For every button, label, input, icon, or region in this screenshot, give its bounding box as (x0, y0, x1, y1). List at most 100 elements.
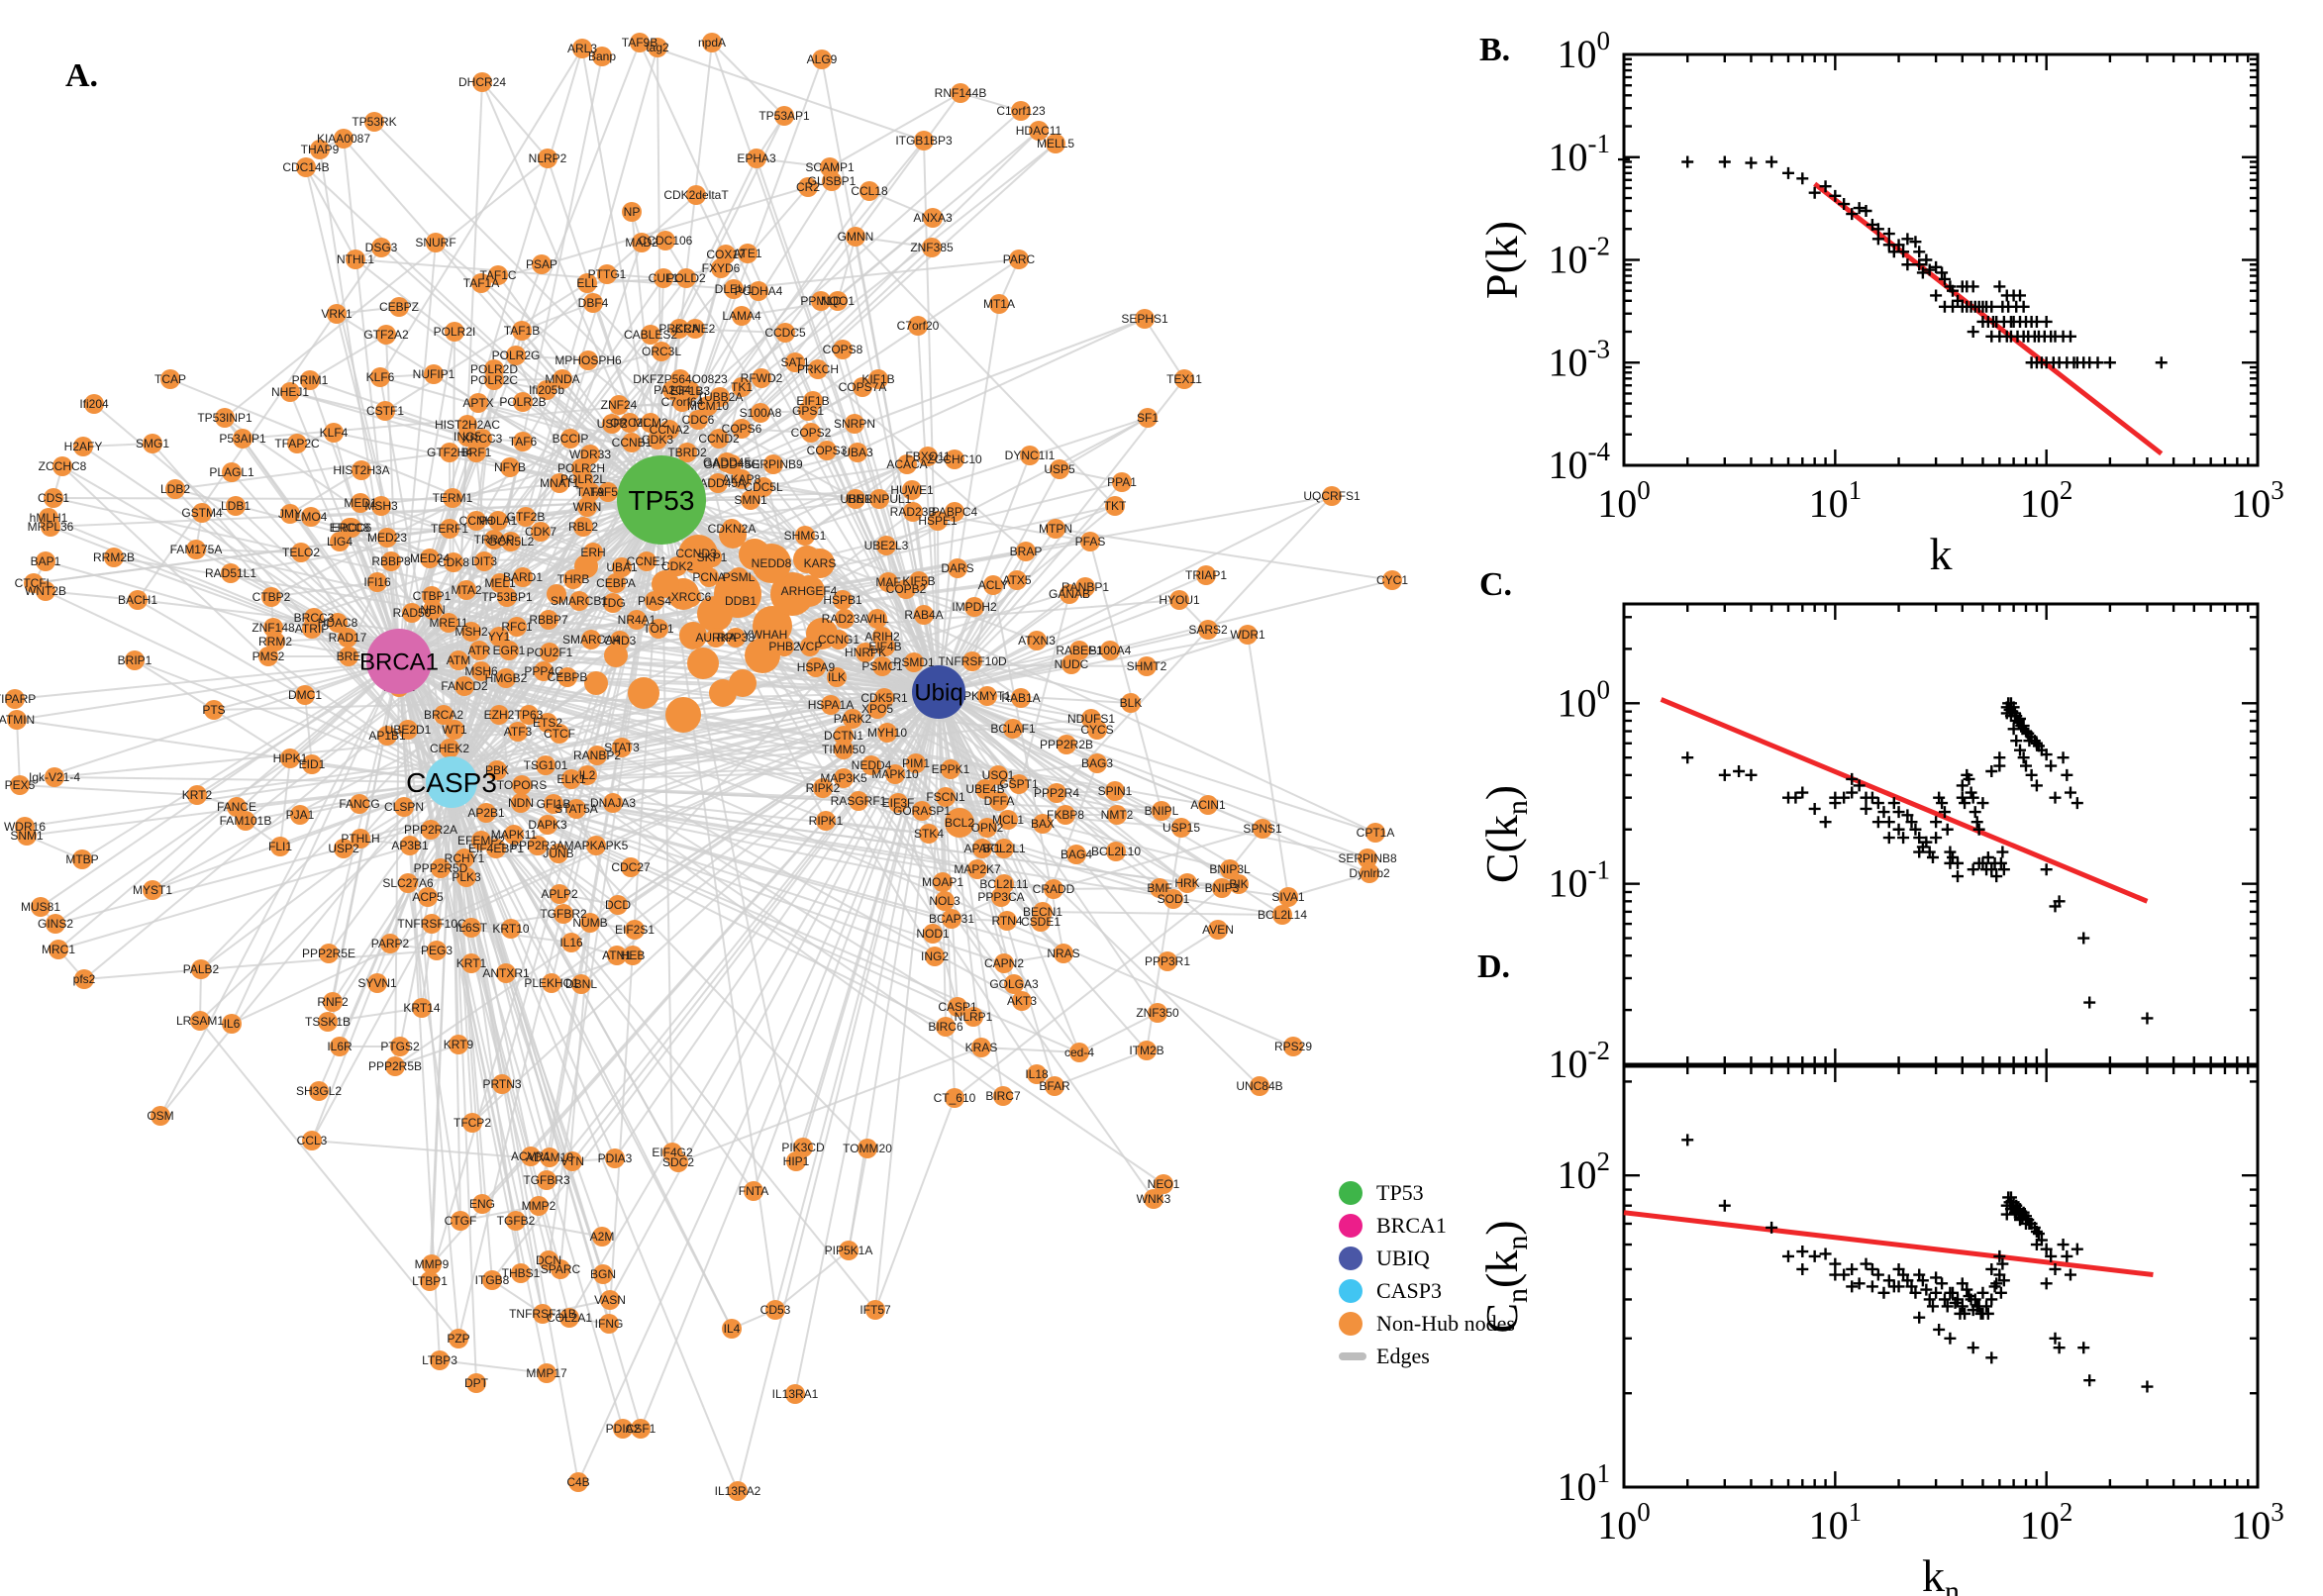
network-node-label: TP53INP1 (197, 411, 252, 425)
network-node-label: WRN (573, 500, 602, 514)
network-node (744, 1181, 763, 1201)
network-node (702, 33, 722, 52)
network-node-label: SPIN1 (1098, 784, 1133, 798)
network-node-label: ZCCHC8 (39, 459, 87, 473)
network-node-label: CUL1 (649, 271, 679, 285)
network-node (877, 723, 897, 743)
network-node (817, 441, 837, 460)
network-node (667, 556, 687, 576)
network-node (420, 549, 440, 568)
network-node-label: DCN (536, 1253, 561, 1267)
network-node (602, 414, 622, 434)
network-node-label: POLR2H (557, 461, 605, 475)
network-node (632, 233, 652, 252)
network-node-label: WNT2B (25, 584, 66, 598)
network-node-label: PLEKHO1 (524, 976, 579, 990)
network-node (641, 325, 660, 345)
network-node-label: RAB1A (1001, 691, 1040, 705)
network-node-label: LMO4 (295, 510, 328, 524)
network-node (672, 392, 692, 412)
edge-swatch-icon (1339, 1351, 1366, 1360)
network-node-label: PTS (202, 703, 225, 717)
network-node (265, 632, 285, 651)
network-node (846, 227, 865, 247)
network-node-label: CCNB1 (612, 436, 653, 449)
network-node-label: VRK1 (321, 307, 353, 321)
network-node-label: PDIA2 (606, 1422, 641, 1436)
network-node-label: PALB2 (183, 962, 220, 976)
network-node (560, 429, 580, 449)
network-node-label: CD53 (760, 1303, 791, 1317)
network-node (537, 1170, 556, 1190)
network-node (456, 580, 476, 600)
network-node (1075, 577, 1095, 597)
network-node (918, 447, 938, 466)
axis-ticks (1622, 52, 2260, 467)
network-node-label: LDB1 (221, 499, 251, 513)
network-node (765, 1300, 785, 1320)
network-node (539, 610, 558, 630)
network-node-label: PBK (485, 763, 509, 777)
network-node (681, 587, 701, 607)
network-node-label: AKT3 (1007, 994, 1037, 1008)
axis-tick-label: 101 (1809, 475, 1863, 526)
axis-title: kn​ (1922, 1550, 1960, 1596)
network-node-label: PPP2R2B (1040, 738, 1093, 751)
network-node (389, 297, 409, 317)
network-node (1198, 795, 1218, 815)
network-node (550, 473, 569, 493)
network-node-label: SAT1 (780, 355, 809, 369)
network-node-label: GSPT1 (999, 777, 1039, 791)
network-node (496, 963, 516, 983)
network-node-label: MMP17 (526, 1366, 567, 1380)
network-node-label: TIMM50 (822, 743, 865, 756)
network-node (834, 768, 854, 788)
network-node (645, 591, 664, 611)
network-node (1046, 519, 1065, 539)
network-node (786, 1151, 806, 1171)
network-node (471, 661, 491, 681)
network-node (434, 705, 454, 725)
network-node-label: NRAS (1047, 947, 1079, 960)
network-node (375, 401, 395, 421)
network-node-label: BNIP3 (1205, 881, 1240, 895)
network-node (1272, 905, 1292, 925)
network-node-label: BNIP3L (1209, 862, 1251, 876)
network-node (513, 392, 533, 412)
network-node-label: VCP (798, 640, 823, 653)
network-node-label: SEPHS1 (1121, 312, 1168, 326)
network-node-label: CLSPN (384, 800, 424, 814)
node-swatch-icon (1339, 1278, 1363, 1303)
network-node (390, 1037, 410, 1056)
axis-tick-label: 102 (2020, 475, 2073, 526)
network-node (327, 304, 347, 324)
network-node-label: ILK (828, 670, 846, 684)
network-node-label: TSSK1B (305, 1015, 351, 1029)
network-node (878, 572, 898, 592)
network-node-label: KRT9 (444, 1038, 474, 1051)
network-node (896, 579, 916, 599)
network-node-label: ced-4 (1064, 1046, 1094, 1059)
network-node-label: MNAT1 (540, 476, 579, 490)
network-node-label: SKP1 (697, 550, 728, 564)
network-node-label: COPS2 (791, 426, 832, 440)
network-node (637, 551, 656, 571)
network-node-label: TAF1A (463, 276, 499, 290)
network-node-label: LIG4 (327, 535, 353, 549)
network-node (868, 369, 888, 389)
network-node-label: GFI1B (537, 797, 571, 811)
network-node-label: CCND3 (675, 547, 717, 560)
network-node-label: COX17 (706, 248, 746, 261)
network-node (812, 50, 832, 69)
network-node (469, 641, 489, 660)
network-node (977, 686, 997, 706)
network-node-label: SPARC (541, 1262, 581, 1276)
network-node-label: PTGS2 (380, 1040, 420, 1053)
network-node (620, 413, 640, 433)
network-node (351, 829, 370, 848)
network-node (323, 992, 343, 1012)
network-node (295, 685, 315, 705)
network-node (806, 657, 826, 677)
